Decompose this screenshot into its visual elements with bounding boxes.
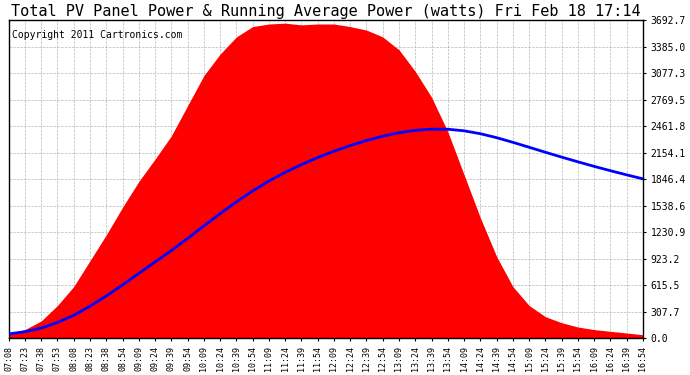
Text: Copyright 2011 Cartronics.com: Copyright 2011 Cartronics.com xyxy=(12,30,182,40)
Title: Total PV Panel Power & Running Average Power (watts) Fri Feb 18 17:14: Total PV Panel Power & Running Average P… xyxy=(11,4,640,19)
